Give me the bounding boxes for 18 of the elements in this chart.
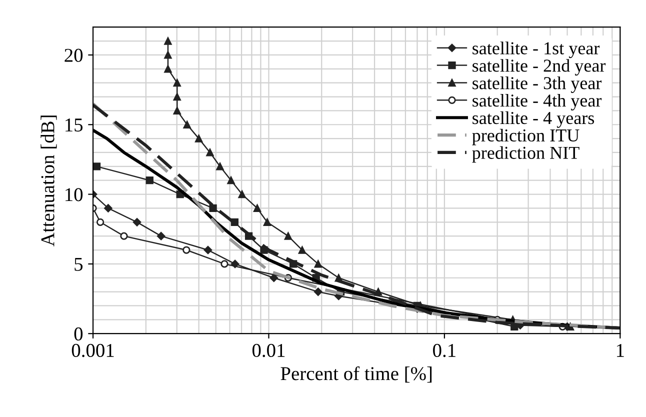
x-tick-label: 0.01 bbox=[252, 344, 285, 358]
y-tick-label: 15 bbox=[66, 118, 83, 132]
y-axis-title: Attenuation [dB] bbox=[40, 116, 57, 246]
x-tick-label: 1 bbox=[617, 344, 624, 357]
x-tick-label: 0.001 bbox=[72, 344, 114, 358]
x-axis-title: Percent of time [%] bbox=[280, 366, 432, 383]
legend-label: satellite - 1st year bbox=[472, 42, 600, 58]
x-tick-label: 0.1 bbox=[433, 344, 456, 358]
legend-label: prediction NIT bbox=[472, 146, 580, 163]
y-tick-label: 20 bbox=[64, 48, 83, 62]
legend-label: satellite - 3th year bbox=[472, 76, 602, 93]
legend-label: satellite - 2nd year bbox=[472, 59, 606, 76]
y-tick-label: 10 bbox=[66, 188, 83, 202]
legend-label: satellite - 4th year bbox=[472, 94, 602, 110]
legend-label: satellite - 4 years bbox=[472, 111, 594, 128]
y-tick-label: 5 bbox=[74, 258, 83, 271]
legend-label: prediction ITU bbox=[472, 128, 580, 146]
y-tick-label: 0 bbox=[74, 327, 83, 341]
